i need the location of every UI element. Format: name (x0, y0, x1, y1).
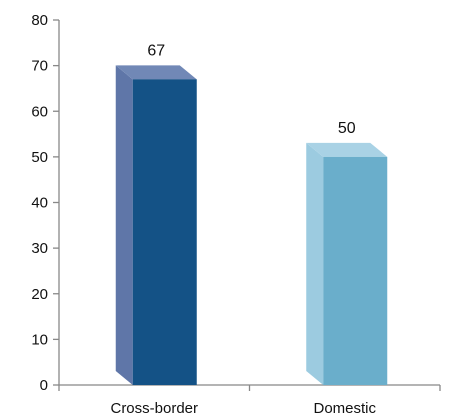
category-labels: Cross-border Domestic (110, 400, 376, 417)
y-axis-ticks (53, 19, 59, 386)
chart-axes: 0 10 20 30 40 50 60 70 80 (31, 12, 441, 394)
y-tick-label: 50 (31, 149, 48, 166)
bar-top-face (306, 142, 388, 157)
bar-front-face (323, 156, 388, 385)
bar-front-face (132, 79, 197, 385)
y-tick-label: 80 (31, 12, 48, 29)
bars (115, 65, 388, 385)
y-tick-label: 20 (31, 286, 48, 303)
data-labels: 67 50 (147, 42, 355, 137)
bar-side-face (115, 65, 133, 385)
bar-side-face (306, 142, 324, 385)
data-label: 67 (147, 42, 165, 59)
x-axis-ticks (58, 385, 441, 391)
category-label: Domestic (313, 400, 376, 417)
data-label: 50 (338, 120, 356, 137)
y-tick-label: 40 (31, 195, 48, 212)
bar-domestic (306, 142, 388, 385)
bar-top-face (115, 65, 197, 80)
y-tick-label: 30 (31, 240, 48, 257)
y-tick-label: 0 (40, 377, 48, 394)
category-label: Cross-border (110, 400, 198, 417)
y-axis-tick-labels: 0 10 20 30 40 50 60 70 80 (31, 12, 48, 394)
y-tick-label: 10 (31, 331, 48, 348)
y-tick-label: 70 (31, 58, 48, 75)
y-tick-label: 60 (31, 103, 48, 120)
bar-cross-border (115, 65, 197, 385)
